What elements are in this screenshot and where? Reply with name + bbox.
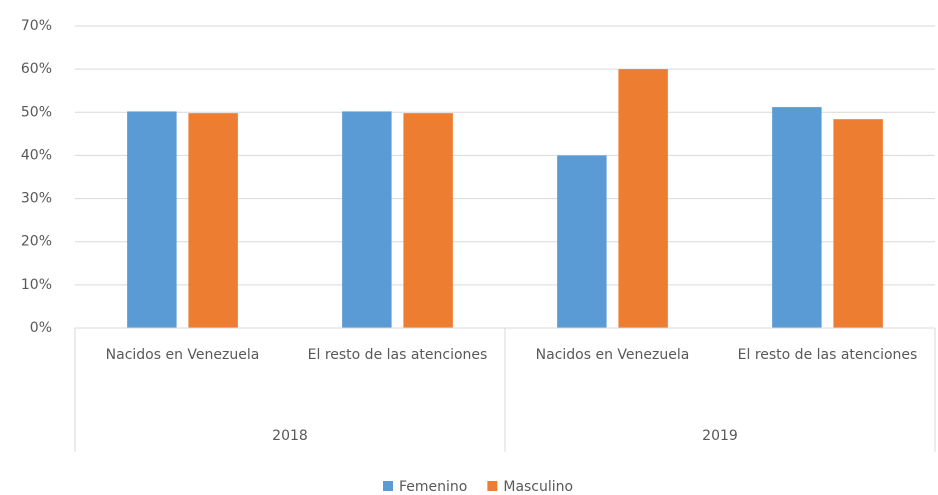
y-tick-label: 30%	[21, 191, 52, 207]
y-tick-label: 70%	[21, 18, 52, 34]
y-tick-label: 40%	[21, 147, 52, 163]
legend-label: Femenino	[399, 479, 467, 495]
bar	[403, 113, 453, 328]
x-tick-label: El resto de las atenciones	[307, 347, 488, 363]
y-tick-label: 50%	[21, 104, 52, 120]
legend-swatch	[487, 481, 498, 491]
bar	[833, 119, 883, 328]
group-label: 2018	[272, 428, 308, 444]
bar	[188, 113, 238, 328]
y-tick-label: 20%	[21, 234, 52, 250]
bar	[127, 111, 177, 329]
x-tick-label: Nacidos en Venezuela	[105, 347, 260, 363]
legend-swatch	[383, 481, 393, 491]
x-tick-label: El resto de las atenciones	[737, 347, 918, 363]
x-tick-label: Nacidos en Venezuela	[535, 347, 690, 363]
group-label: 2019	[702, 428, 738, 444]
y-tick-label: 0%	[30, 320, 52, 336]
bar	[342, 111, 392, 329]
y-tick-label: 10%	[21, 277, 52, 293]
bar	[618, 69, 668, 329]
y-tick-label: 60%	[21, 61, 52, 77]
legend-label: Masculino	[503, 479, 573, 495]
bar	[772, 107, 822, 328]
bar	[557, 155, 607, 328]
